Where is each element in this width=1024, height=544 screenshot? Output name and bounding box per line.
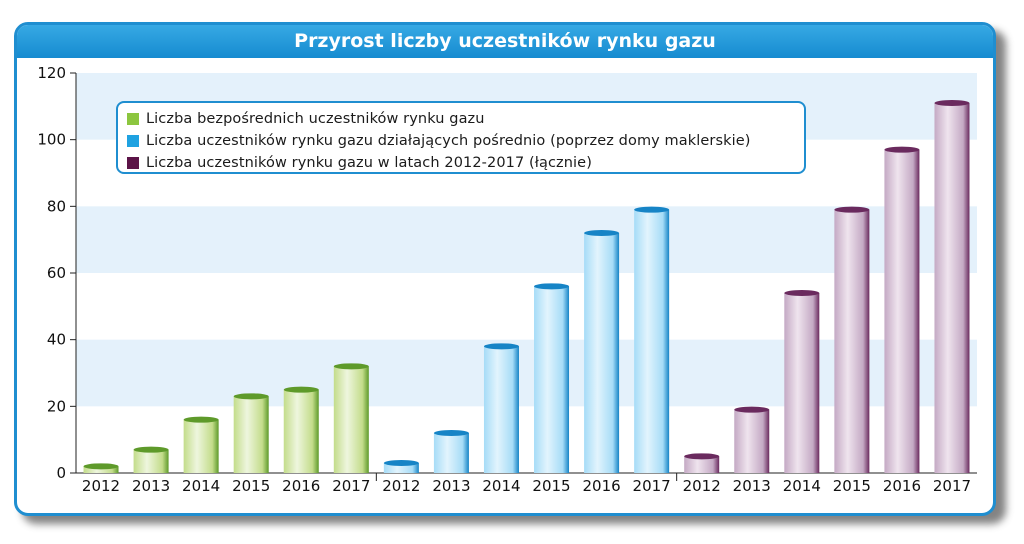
legend-item-direct: Liczba bezpośrednich uczestników rynku g…	[127, 108, 804, 130]
x-tick-label: 2015	[532, 477, 570, 495]
legend: Liczba bezpośrednich uczestników rynku g…	[116, 101, 806, 174]
bar	[283, 389, 319, 473]
bar-cap	[283, 386, 319, 393]
bar-cap	[483, 343, 519, 350]
bar	[634, 209, 670, 473]
bar	[133, 449, 169, 473]
legend-item-indirect: Liczba uczestników rynku gazu działający…	[127, 130, 804, 152]
bar	[684, 456, 720, 473]
x-tick-label: 2013	[733, 477, 771, 495]
title-bar	[17, 25, 993, 58]
bar	[433, 433, 469, 473]
legend-swatch-total	[127, 157, 139, 169]
x-tick-label: 2015	[232, 477, 270, 495]
bar-cap	[83, 463, 119, 470]
x-tick-label: 2016	[883, 477, 921, 495]
x-tick-label: 2012	[683, 477, 721, 495]
bar-cap	[834, 206, 870, 213]
x-tick-label: 2012	[82, 477, 120, 495]
bar	[934, 103, 970, 473]
bar	[534, 286, 570, 473]
bar	[83, 466, 119, 473]
bar-cap	[534, 283, 570, 290]
bar-cap	[383, 460, 419, 466]
bar-cap	[433, 430, 469, 436]
bar-cap	[183, 416, 219, 423]
x-tick-label: 2014	[182, 477, 220, 495]
bar-cap	[684, 453, 720, 460]
bar	[884, 149, 920, 473]
grid-band	[76, 206, 977, 273]
bar-cap	[634, 206, 670, 213]
y-tick-label: 0	[56, 464, 66, 482]
chart-title: Przyrost liczby uczestników rynku gazu	[294, 30, 716, 52]
legend-swatch-indirect	[127, 135, 139, 147]
y-tick-label: 20	[47, 397, 66, 415]
bar	[483, 346, 519, 473]
bar	[183, 419, 219, 473]
bar-cap	[884, 146, 920, 153]
y-tick-label: 120	[37, 64, 66, 82]
bar	[734, 409, 770, 473]
x-tick-label: 2017	[332, 477, 370, 495]
x-tick-label: 2013	[132, 477, 170, 495]
y-tick-label: 60	[47, 264, 66, 282]
x-tick-label: 2015	[833, 477, 871, 495]
y-tick-label: 40	[47, 331, 66, 349]
bar	[584, 233, 620, 473]
legend-label-total: Liczba uczestników rynku gazu w latach 2…	[146, 155, 592, 171]
x-tick-label: 2016	[282, 477, 320, 495]
bar-cap	[734, 406, 770, 413]
x-tick-label: 2013	[432, 477, 470, 495]
x-tick-label: 2017	[633, 477, 671, 495]
bar	[333, 366, 369, 473]
grid-band	[76, 339, 977, 407]
bar-cap	[233, 393, 269, 400]
bar-cap	[784, 290, 820, 296]
x-tick-label: 2017	[933, 477, 971, 495]
bar	[383, 463, 419, 473]
x-tick-label: 2012	[382, 477, 420, 495]
bar-cap	[934, 100, 970, 106]
legend-label-direct: Liczba bezpośrednich uczestników rynku g…	[146, 111, 485, 127]
bar-cap	[584, 230, 620, 236]
legend-item-total: Liczba uczestników rynku gazu w latach 2…	[127, 152, 804, 174]
bar	[784, 293, 820, 473]
bar-cap	[333, 363, 369, 370]
bar	[233, 396, 269, 473]
bar	[834, 209, 870, 473]
y-tick-label: 80	[47, 197, 66, 215]
legend-label-indirect: Liczba uczestników rynku gazu działający…	[146, 133, 751, 149]
legend-swatch-direct	[127, 113, 139, 125]
bar-cap	[133, 446, 169, 453]
x-tick-label: 2014	[482, 477, 520, 495]
x-tick-label: 2014	[783, 477, 821, 495]
x-tick-label: 2016	[582, 477, 620, 495]
y-tick-label: 100	[37, 131, 66, 149]
